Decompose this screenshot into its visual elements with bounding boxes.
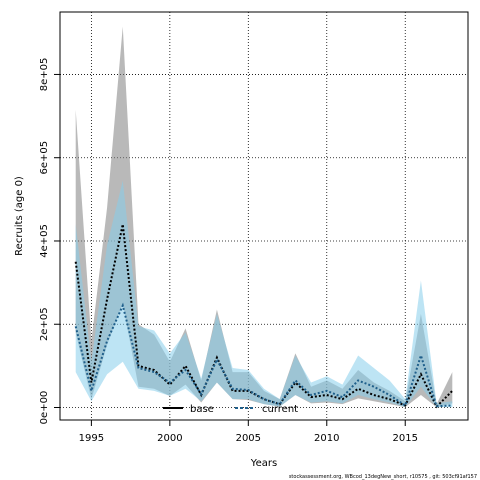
y-axis-title: Recruits (age 0)	[14, 176, 25, 256]
x-tick-label-1995: 1995	[79, 433, 104, 444]
band-current	[75, 180, 453, 408]
plot-frame	[59, 11, 469, 421]
line-current	[74, 302, 453, 408]
line-base	[74, 224, 454, 409]
axes: 1995 2000 2005 2010 2015 0e+00 2e+05 4e+05 6e+05…	[39, 58, 418, 444]
x-tick-label-2000: 2000	[157, 433, 182, 444]
x-tick-label-2015: 2015	[393, 433, 418, 444]
legend: base current	[163, 404, 298, 415]
y-tick-label-6e+05: 6e+05	[39, 141, 50, 175]
x-tick-label-2005: 2005	[236, 433, 261, 444]
y-tick-label-8e+05: 8e+05	[39, 58, 50, 92]
y-tick-label-2e+05: 2e+05	[39, 307, 50, 341]
y-tick-label-0e+00: 0e+00	[39, 391, 50, 425]
confidence-bands	[75, 26, 453, 408]
x-axis-title: Years	[250, 458, 277, 469]
y-tick-label-4e+05: 4e+05	[39, 224, 50, 258]
legend-label-base: base	[190, 404, 214, 415]
grid-lines	[60, 12, 468, 420]
legend-label-current: current	[262, 404, 298, 415]
x-tick-label-2010: 2010	[314, 433, 339, 444]
series-lines	[74, 224, 454, 409]
footnote: stockassessment.org, WBcod_13degNew_shor…	[289, 474, 477, 480]
